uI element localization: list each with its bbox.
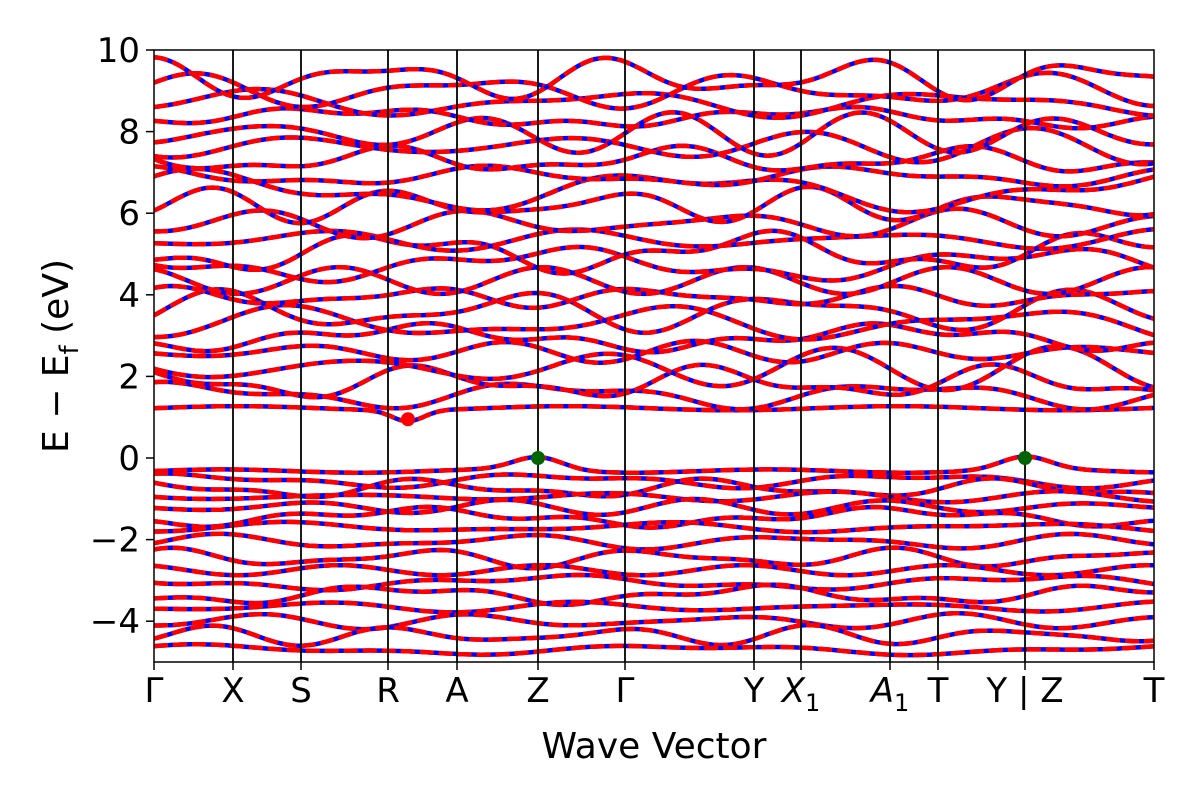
- conduction-band-11: [154, 228, 1154, 276]
- high-symmetry-lines: [232, 50, 1026, 662]
- y-tick-label-4: 4: [118, 276, 140, 316]
- x-axis-label: Wave Vector: [542, 726, 767, 767]
- conduction-band-7: [154, 287, 1154, 335]
- y-tick-label-1: −2: [90, 521, 140, 561]
- y-tick-label-0: −4: [90, 602, 140, 642]
- y-tick-label-5: 6: [118, 194, 140, 234]
- conduction-band-1: [154, 379, 1154, 412]
- x-tick-label-12: T: [1143, 671, 1165, 711]
- conduction-band-19: [154, 110, 1154, 158]
- conduction-band-22: [154, 70, 1154, 111]
- valence-band-12: [154, 599, 1154, 615]
- bands-layer: [154, 54, 1154, 658]
- y-tick-label-6: 8: [118, 113, 140, 153]
- vbm-marker-yz: [1018, 451, 1032, 465]
- x-tick-label-2: S: [290, 671, 312, 711]
- conduction-band-21: [154, 86, 1154, 120]
- cbm-marker: [401, 412, 415, 427]
- valence-band-6: [154, 519, 1154, 535]
- valence-band-9: [154, 562, 1154, 578]
- x-tick-label-4: A: [445, 671, 468, 711]
- conduction-band-0: [154, 403, 1154, 424]
- conduction-band-4-dash: [154, 338, 1154, 365]
- valence-band-14: [154, 622, 1154, 648]
- conduction-band-12: [154, 226, 1154, 253]
- valence-band-11: [154, 582, 1154, 608]
- conduction-band-13: [154, 206, 1154, 241]
- x-tick-label-3: R: [376, 671, 400, 711]
- x-tick-label-11: Y | Z: [985, 671, 1063, 711]
- x-tick-label-5: Z: [526, 671, 549, 711]
- conduction-band-9: [154, 264, 1154, 297]
- conduction-band-17: [154, 143, 1154, 174]
- plot-frame: [153, 49, 1155, 663]
- valence-band-3: [154, 489, 1154, 505]
- vbm-marker-z: [531, 451, 545, 465]
- valence-band-13: [154, 610, 1154, 632]
- x-tick-label-10: T: [927, 671, 949, 711]
- valence-band-0: [154, 454, 1154, 475]
- x-tick-label-1: X: [221, 671, 244, 711]
- y-tick-label-2: 0: [118, 439, 140, 479]
- conduction-band-20: [154, 104, 1154, 131]
- valence-band-5: [154, 504, 1154, 530]
- x-tick-label-7: Y: [743, 671, 765, 711]
- conduction-band-3: [154, 344, 1154, 393]
- valence-band-15: [154, 642, 1154, 658]
- valence-band-7: [154, 531, 1154, 552]
- valence-band-10: [154, 572, 1154, 593]
- y-axis-ticks: −4 −2 0 2 4 6 8 10: [90, 31, 154, 642]
- x-tick-label-0: Γ: [145, 671, 164, 711]
- x-tick-label-8: X1: [780, 671, 821, 717]
- y-tick-label-3: 2: [118, 357, 140, 397]
- x-tick-label-9: A1: [869, 671, 910, 717]
- conduction-band-6: [154, 302, 1154, 342]
- conduction-band-18: [154, 125, 1154, 167]
- extrema-markers: [401, 412, 1032, 465]
- conduction-band-16: [154, 163, 1154, 189]
- x-axis-ticks: Γ X S R A Z Γ Y X1 A1 T Y | Z T: [145, 662, 1165, 717]
- conduction-band-5: [154, 320, 1154, 355]
- conduction-band-23: [154, 54, 1154, 103]
- y-tick-label-7: 10: [97, 31, 140, 71]
- valence-band-2: [154, 476, 1154, 500]
- conduction-band-2: [154, 362, 1154, 400]
- conduction-band-10: [154, 244, 1154, 285]
- x-tick-label-6: Γ: [616, 671, 635, 711]
- y-axis-label: E − Ef (eV): [36, 259, 85, 453]
